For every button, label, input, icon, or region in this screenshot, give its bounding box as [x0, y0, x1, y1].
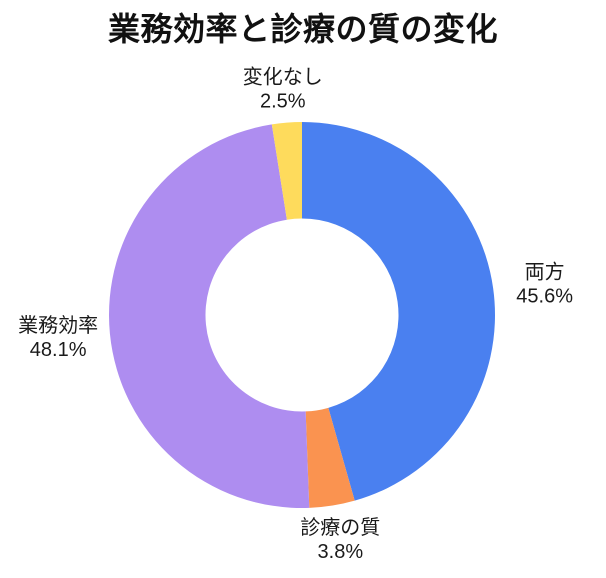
slice-label-percent: 3.8% [318, 541, 364, 563]
donut-slice-1 [305, 407, 355, 508]
chart-title: 業務効率と診療の質の変化 [107, 11, 498, 47]
slice-label-name: 両方 [525, 261, 565, 284]
donut-slice-2 [109, 124, 310, 508]
slice-label-percent: 48.1% [30, 339, 87, 361]
slice-label-3: 変化なし 2.5% [243, 66, 323, 113]
slice-label-2: 業務効率 48.1% [18, 314, 98, 361]
slice-label-1: 診療の質 3.8% [300, 516, 380, 563]
slice-label-name: 診療の質 [300, 516, 380, 539]
slice-label-0: 両方 45.6% [516, 261, 573, 308]
slice-label-name: 変化なし [243, 66, 323, 89]
slice-label-percent: 2.5% [260, 91, 306, 113]
slice-label-name: 業務効率 [18, 314, 98, 337]
donut-slice-0 [302, 122, 495, 501]
donut-slice-3 [271, 122, 302, 220]
slice-label-percent: 45.6% [516, 286, 573, 308]
